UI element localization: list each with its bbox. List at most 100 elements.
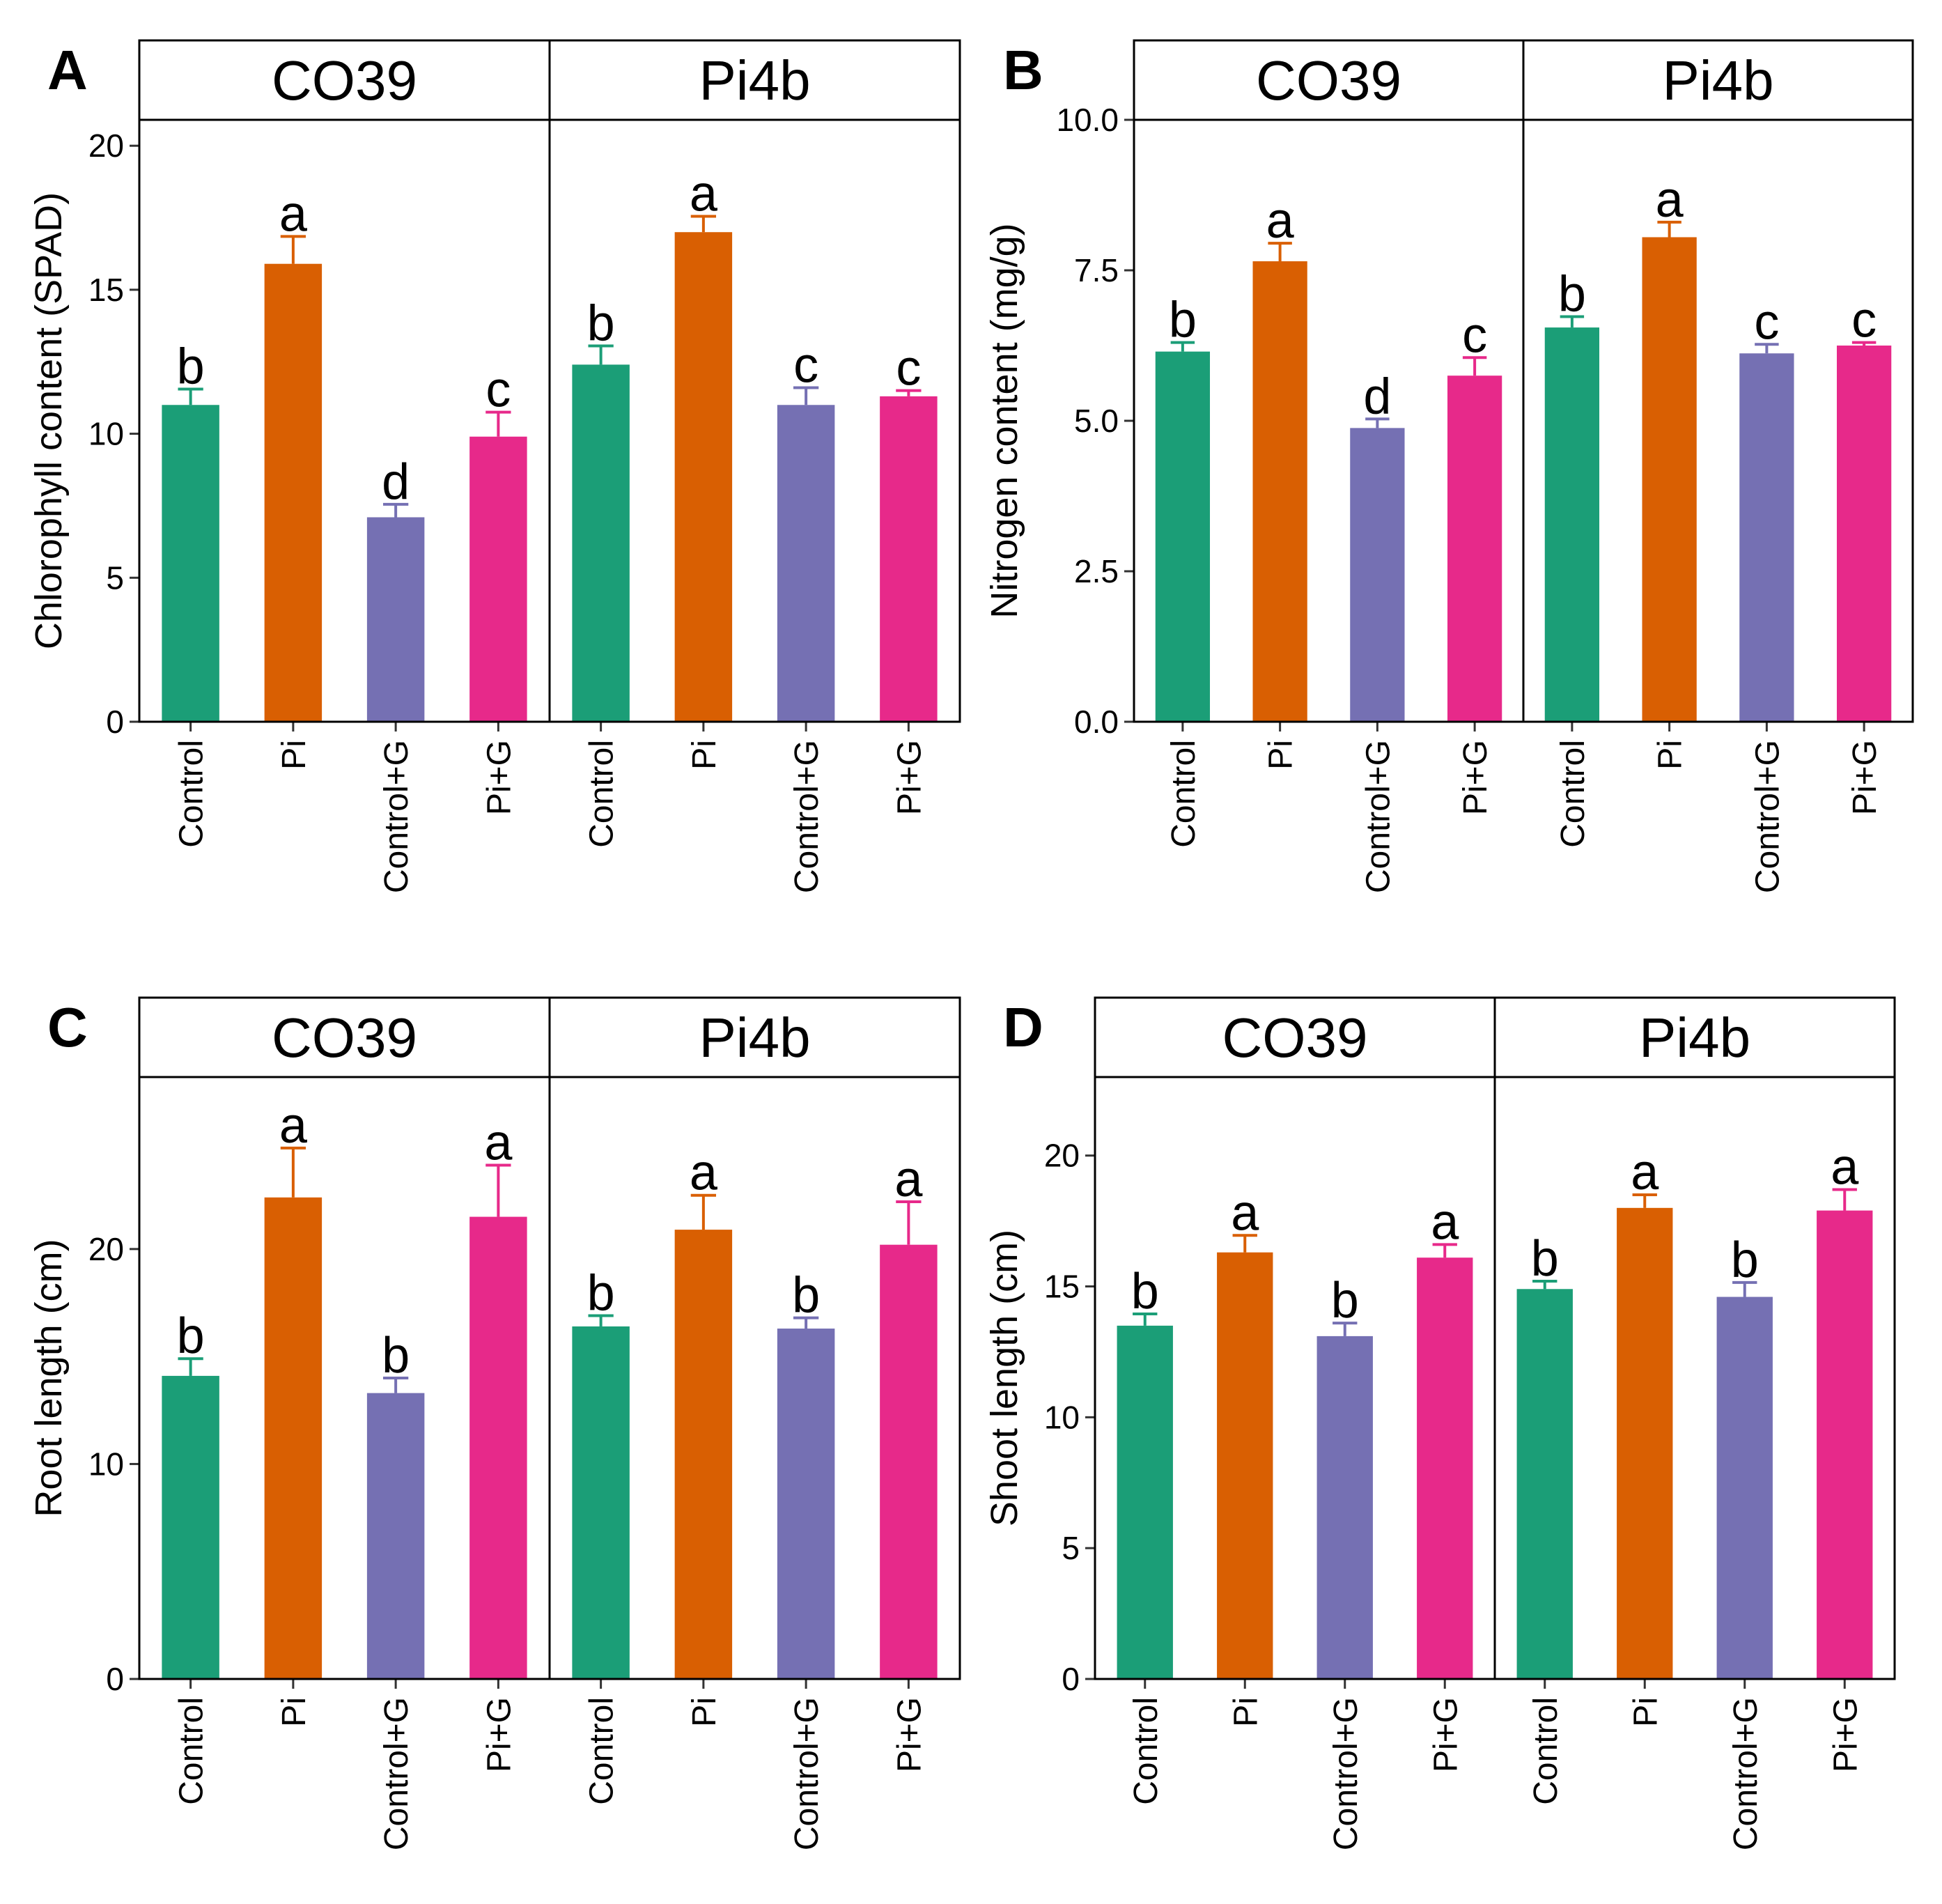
- panel-c-strip-label-pi4b: Pi4b: [699, 1007, 810, 1069]
- panel-c-bar-pi4b-pi: [674, 1230, 733, 1679]
- panel-d-bar-pi4b-pi: [1617, 1207, 1673, 1679]
- panel-b-facet-border-1: [1522, 118, 1914, 723]
- panel-d-sig-letter: b: [1131, 1264, 1159, 1319]
- panel-d-sig-letter: b: [1731, 1232, 1759, 1288]
- panel-c-xtick-label: Pi+G: [891, 1697, 928, 1772]
- panel-d-bar-pi4b-pi-plus-g: [1817, 1210, 1873, 1679]
- panel-a-xtick-label: Pi+G: [481, 740, 518, 815]
- panel-d-letter: D: [1003, 996, 1043, 1058]
- panel-c-xtick-label: Control: [173, 1697, 210, 1805]
- panel-a-xtick-label: Pi: [276, 740, 313, 770]
- panel-d-sig-letter: b: [1331, 1273, 1359, 1329]
- panel-b-xtick-label: Pi: [1263, 740, 1300, 770]
- panel-d-bar-co39-control: [1117, 1325, 1173, 1679]
- panel-b-bar-co39-pi-plus-g: [1447, 376, 1502, 722]
- panel-b-ytick-label: 10.0: [1056, 102, 1119, 138]
- panel-d-sig-letter: a: [1831, 1140, 1859, 1195]
- panel-a-xtick-label: Pi: [686, 740, 723, 770]
- panel-b-ytick-label: 0.0: [1074, 704, 1119, 740]
- panel-c-strip-label-co39: CO39: [272, 1007, 417, 1069]
- panel-c-sig-letter: b: [382, 1328, 410, 1384]
- panel-a-xtick-label: Control: [173, 740, 210, 848]
- panel-b-bar-pi4b-control: [1544, 327, 1600, 722]
- panel-d-ytick-label: 0: [1062, 1661, 1080, 1697]
- panel-d-strip-1: [1493, 996, 1896, 1078]
- panel-b-sig-letter: c: [1754, 294, 1779, 350]
- panel-b-bar-co39-control: [1155, 351, 1211, 722]
- panel-b-xtick-label: Pi+G: [1457, 740, 1494, 815]
- panel-d-facet-border-1: [1493, 1076, 1896, 1680]
- panel-c-sig-letter: a: [279, 1098, 308, 1154]
- panel-c-sig-letter: b: [177, 1308, 205, 1364]
- panel-d-strip-0: [1094, 996, 1496, 1078]
- panel-a-ytick-label: 15: [88, 272, 124, 308]
- panel-c-sig-letter: a: [690, 1145, 718, 1201]
- panel-c-xtick-label: Pi: [686, 1697, 723, 1727]
- panel-b-bar-pi4b-pi-plus-g: [1836, 346, 1892, 722]
- panel-c-xtick-label: Control: [584, 1697, 621, 1805]
- panel-d-sig-letter: a: [1231, 1185, 1259, 1241]
- panel-d-ytick-label: 15: [1044, 1269, 1080, 1305]
- panel-a-sig-letter: a: [279, 186, 308, 242]
- panel-a-ytick-label: 5: [106, 559, 124, 596]
- panel-c-bar-co39-control-plus-g: [366, 1393, 425, 1679]
- panel-d-strip-label-pi4b: Pi4b: [1639, 1007, 1750, 1069]
- panel-b-sig-letter: c: [1462, 307, 1487, 363]
- panel-a-xtick-label: Control+G: [378, 740, 415, 893]
- panel-c-bar-pi4b-control-plus-g: [777, 1329, 835, 1679]
- panel-b-bar-co39-control-plus-g: [1350, 428, 1405, 722]
- panel-a-letter: A: [47, 39, 88, 101]
- panel-a-ytick-label: 20: [88, 127, 124, 164]
- panel-b-strip-label-co39: CO39: [1256, 49, 1401, 111]
- panel-d-ytick-label: 20: [1044, 1138, 1080, 1174]
- panel-c-sig-letter: a: [894, 1152, 923, 1207]
- panel-c-sig-letter: b: [792, 1268, 820, 1324]
- panel-c-facet-border-1: [548, 1076, 961, 1680]
- panel-a-sig-letter: c: [896, 341, 921, 396]
- panel-a-bar-pi4b-control-plus-g: [777, 405, 835, 722]
- panel-d-sig-letter: a: [1631, 1145, 1659, 1200]
- panel-d-ylabel: Shoot length (cm): [984, 1230, 1025, 1526]
- panel-a-xtick-label: Control+G: [789, 740, 825, 893]
- panel-c-ytick-label: 0: [106, 1661, 124, 1697]
- panel-d-ytick-label: 10: [1044, 1399, 1080, 1435]
- panel-a-sig-letter: b: [587, 296, 615, 352]
- panel-a-xtick-label: Control: [584, 740, 621, 848]
- panel-b: B CO39 Pi4b 0.0 2.5 5.0 7.5 10.0 Nitrogen conten…: [984, 39, 1914, 893]
- panel-d-xtick-label: Control: [1128, 1697, 1165, 1805]
- panel-c-xtick-label: Control+G: [378, 1697, 415, 1850]
- panel-d: D CO39 Pi4b 0 5 10 15 20 Shoot length (cm) b Contr…: [984, 996, 1896, 1850]
- panel-d-bar-co39-control-plus-g: [1316, 1336, 1373, 1679]
- panel-b-letter: B: [1003, 39, 1043, 101]
- panel-c-ytick-label: 20: [88, 1231, 124, 1267]
- panel-a-sig-letter: c: [793, 337, 818, 393]
- panel-d-xtick-label: Pi+G: [1427, 1697, 1464, 1772]
- panel-c-xtick-label: Pi+G: [481, 1697, 518, 1772]
- panel-a-sig-letter: d: [382, 454, 410, 510]
- panel-b-sig-letter: a: [1656, 172, 1684, 228]
- panel-b-xtick-label: Control: [1165, 740, 1202, 848]
- panel-b-xtick-label: Control+G: [1749, 740, 1786, 893]
- panel-a: A CO39 Pi4b 0 5 10 15 20 Chlorophyll content (SP…: [28, 39, 961, 893]
- panel-c-xtick-label: Control+G: [789, 1697, 825, 1850]
- panel-b-sig-letter: d: [1363, 369, 1391, 424]
- panel-c-bar-pi4b-control: [572, 1326, 630, 1679]
- panel-a-ylabel: Chlorophyll content (SPAD): [28, 192, 70, 649]
- panel-a-ytick-label: 10: [88, 416, 124, 452]
- panel-b-bar-co39-pi: [1252, 261, 1307, 722]
- panel-a-bar-co39-control-plus-g: [366, 517, 425, 722]
- panel-d-bar-co39-pi: [1217, 1252, 1273, 1679]
- panel-d-bar-pi4b-control: [1516, 1289, 1573, 1679]
- panel-c-sig-letter: a: [484, 1115, 513, 1171]
- panel-b-bar-pi4b-control-plus-g: [1739, 353, 1794, 722]
- panel-b-ytick-label: 5.0: [1074, 403, 1119, 439]
- panel-c-letter: C: [47, 996, 88, 1058]
- panel-a-strip-label-pi4b: Pi4b: [699, 49, 810, 111]
- panel-c-ytick-label: 10: [88, 1446, 124, 1482]
- panel-a-strip-label-co39: CO39: [272, 49, 417, 111]
- panel-b-strip-0: [1133, 39, 1525, 121]
- panel-b-strip-label-pi4b: Pi4b: [1662, 49, 1773, 111]
- panel-a-bar-co39-pi: [264, 263, 323, 722]
- panel-a-bar-co39-pi-plus-g: [469, 436, 527, 722]
